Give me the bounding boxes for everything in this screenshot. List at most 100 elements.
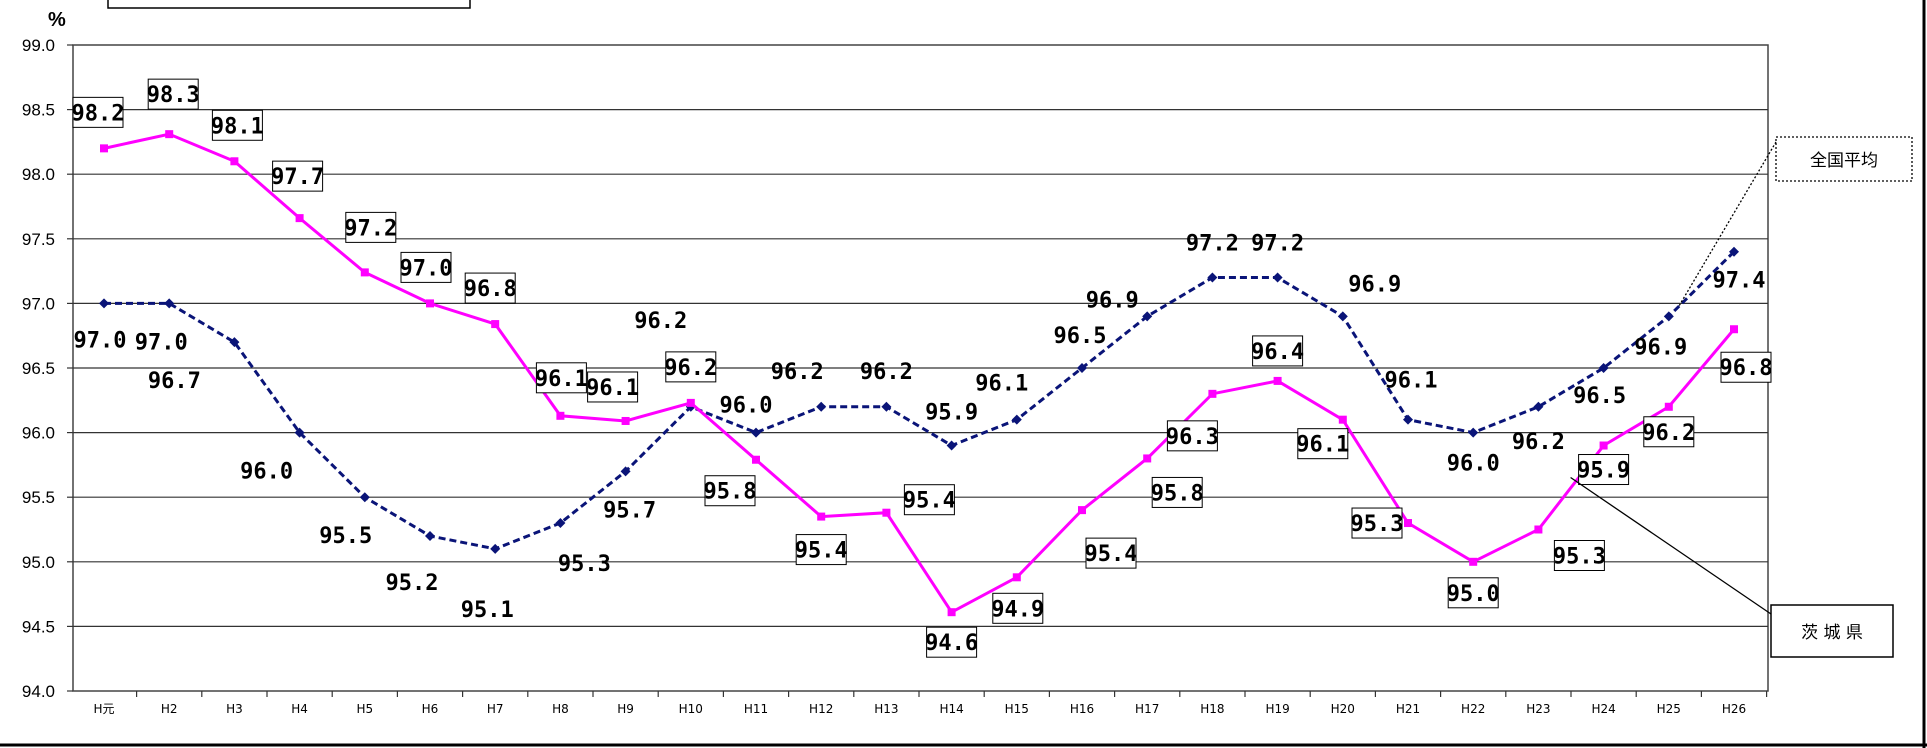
x-tick-label: H19 <box>1265 702 1289 716</box>
data-label: 98.1 <box>211 114 264 139</box>
data-label-box <box>211 109 263 141</box>
data-label: 96.3 <box>1166 425 1219 450</box>
y-tick-label: 99.0 <box>22 36 55 55</box>
x-tick-label: H21 <box>1396 702 1420 716</box>
data-label: 96.2 <box>634 309 687 334</box>
data-label: 96.9 <box>1086 288 1139 313</box>
x-tick-label: H20 <box>1331 702 1355 716</box>
series-point <box>164 298 175 309</box>
data-label: 94.9 <box>991 597 1044 622</box>
x-tick-label: H14 <box>939 702 963 716</box>
data-label-box <box>795 534 847 566</box>
data-label: 97.7 <box>271 165 324 190</box>
series-point <box>946 440 957 451</box>
data-label: 95.0 <box>1447 582 1500 607</box>
chart-title-box <box>107 0 471 9</box>
data-label: 96.2 <box>664 356 717 381</box>
data-label-box <box>665 351 717 383</box>
series-point <box>491 320 500 329</box>
series-point <box>620 466 631 477</box>
series-point <box>1468 427 1479 438</box>
y-tick-label: 94.5 <box>22 617 55 636</box>
data-label: 96.9 <box>1348 272 1401 297</box>
series-point <box>360 268 369 277</box>
series-point <box>882 508 891 517</box>
series-point <box>1403 414 1413 425</box>
data-label: 97.0 <box>74 328 127 353</box>
x-tick-label: H16 <box>1070 702 1094 716</box>
data-label-box <box>1447 577 1499 609</box>
x-tick-label: H元 <box>93 702 114 716</box>
series-point <box>686 398 695 407</box>
data-label: 96.1 <box>535 367 588 392</box>
data-label-box <box>1297 428 1349 460</box>
x-tick-label: H4 <box>291 702 308 716</box>
data-label: 96.9 <box>1634 335 1687 360</box>
y-tick-label: 95.0 <box>22 553 55 572</box>
data-label: 95.8 <box>1151 481 1204 506</box>
data-label: 95.4 <box>795 539 848 564</box>
series-point <box>947 608 956 617</box>
data-label-box <box>1578 454 1630 486</box>
data-label: 98.3 <box>147 83 200 108</box>
data-label: 96.2 <box>860 360 913 385</box>
series-point <box>1011 414 1022 425</box>
series-point <box>1142 311 1153 322</box>
data-label: 95.4 <box>1085 542 1138 567</box>
data-label-box <box>535 362 587 394</box>
series-point <box>751 427 761 438</box>
series-point <box>1012 573 1021 582</box>
data-label-box <box>72 96 124 128</box>
y-tick-label: 98.5 <box>22 101 55 120</box>
series-point <box>294 427 305 438</box>
y-tick-label: 96.5 <box>22 359 55 378</box>
data-label: 95.1 <box>461 598 514 623</box>
series-point <box>1078 506 1086 515</box>
data-label: 96.2 <box>771 360 824 385</box>
x-tick-label: H22 <box>1461 702 1485 716</box>
y-tick-label: 97.5 <box>22 230 55 249</box>
data-label: 96.5 <box>1054 324 1107 349</box>
data-label: 95.8 <box>704 480 757 505</box>
data-label-box <box>345 211 397 243</box>
series-point <box>1208 389 1217 398</box>
data-label: 97.2 <box>344 216 397 241</box>
y-tick-label: 95.5 <box>22 488 55 507</box>
y-tick-label: 97.0 <box>22 294 55 313</box>
series-point <box>1338 415 1347 424</box>
data-label-box <box>147 78 199 110</box>
data-label-box <box>1720 351 1772 383</box>
series-point <box>230 157 239 166</box>
y-tick-label: 94.0 <box>22 682 55 701</box>
series-point <box>100 144 108 153</box>
series-point <box>1207 272 1218 283</box>
series-point <box>165 130 174 139</box>
series-point <box>425 530 435 541</box>
data-label: 96.1 <box>1385 369 1438 394</box>
data-label: 95.3 <box>1351 512 1404 537</box>
data-label: 96.1 <box>586 376 639 401</box>
y-tick-label: 96.0 <box>22 424 55 443</box>
data-label: 96.7 <box>148 369 201 394</box>
data-label: 95.2 <box>386 571 439 596</box>
y-tick-label: 98.0 <box>22 165 55 184</box>
data-label: 96.1 <box>975 372 1028 397</box>
series-point <box>1533 401 1544 412</box>
data-label-box <box>1252 335 1304 367</box>
series-point <box>1469 557 1478 566</box>
data-label: 97.2 <box>1251 232 1304 257</box>
data-label: 96.4 <box>1251 340 1304 365</box>
data-label: 95.5 <box>319 524 372 549</box>
series-point <box>817 512 826 521</box>
data-label-box <box>400 251 452 283</box>
series-line <box>103 132 1736 615</box>
series-point <box>1143 454 1152 463</box>
x-tick-label: H23 <box>1526 702 1550 716</box>
series-point <box>1663 311 1674 322</box>
data-label-box <box>926 626 978 658</box>
data-label-box <box>464 272 516 304</box>
series-line <box>104 250 1736 551</box>
data-label: 96.0 <box>240 460 293 485</box>
data-label: 96.8 <box>1720 356 1773 381</box>
